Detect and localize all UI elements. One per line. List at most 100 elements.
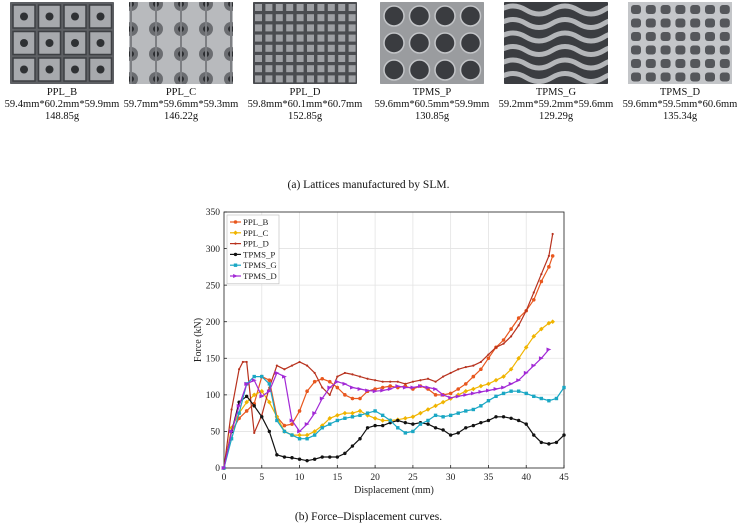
- x-tick-label: 30: [446, 473, 456, 483]
- legend-box: [226, 214, 280, 285]
- data-point-ppl-c: [486, 381, 491, 387]
- x-tick-label: 20: [370, 473, 380, 483]
- data-point-tpms-d: [470, 391, 476, 396]
- x-tick-label: 15: [333, 473, 343, 483]
- y-tick-label: 150: [206, 354, 221, 364]
- sample-mass: 130.85g: [414, 111, 450, 122]
- data-point-tpms-d: [455, 394, 461, 399]
- y-tick-label: 250: [206, 281, 221, 291]
- data-point-tpms-d: [244, 381, 250, 386]
- data-point-tpms-g: [335, 418, 340, 423]
- data-point-ppl-d: [419, 379, 422, 382]
- data-point-tpms-d: [312, 411, 318, 416]
- x-tick-label: 0: [222, 473, 227, 483]
- legend-marker: [233, 263, 238, 267]
- data-point-ppl-d: [313, 371, 316, 375]
- data-point-tpms-d: [251, 378, 257, 383]
- data-point-ppl-d: [525, 309, 528, 312]
- data-point-tpms-d: [448, 395, 454, 400]
- data-point-ppl-d: [517, 324, 520, 327]
- legend-label: TPMS_D: [243, 271, 277, 281]
- data-point-ppl-d: [404, 382, 407, 385]
- data-point-tpms-g: [433, 413, 438, 418]
- legend-marker: [233, 230, 238, 236]
- plot-frame: [223, 211, 565, 469]
- data-point-tpms-p: [305, 458, 309, 463]
- x-tick-label: 35: [484, 473, 494, 483]
- data-point-tpms-p: [464, 426, 468, 430]
- data-point-tpms-g: [252, 374, 256, 379]
- data-point-ppl-d: [487, 353, 490, 356]
- data-point-ppl-c: [335, 413, 340, 418]
- data-point-tpms-g: [456, 411, 460, 415]
- data-point-tpms-g: [388, 418, 392, 423]
- sample-mass: 152.85g: [287, 111, 323, 122]
- data-point-tpms-p: [433, 426, 438, 430]
- data-point-tpms-g: [312, 433, 317, 437]
- data-point-ppl-d: [306, 364, 309, 367]
- data-point-tpms-g: [464, 409, 468, 413]
- data-point-tpms-d: [410, 385, 416, 390]
- sample-dimensions: 59.2mm*59.2mm*59.6mm: [498, 99, 614, 110]
- data-point-tpms-d: [304, 422, 310, 427]
- legend-label: PPL_C: [243, 228, 269, 238]
- legend-label: TPMS_G: [243, 260, 277, 270]
- lattice-photo: [10, 2, 114, 84]
- data-point-tpms-g: [350, 415, 355, 419]
- data-point-tpms-p: [328, 455, 332, 459]
- sample-name: TPMS_G: [535, 87, 577, 98]
- data-point-ppl-b: [327, 379, 332, 384]
- y-tick-label: 200: [206, 318, 221, 328]
- sample-tpms-g: TPMS_G 59.2mm*59.2mm*59.6mm 129.29g: [497, 2, 615, 123]
- data-point-tpms-g: [494, 394, 498, 399]
- data-point-tpms-g: [328, 422, 332, 426]
- data-point-tpms-g: [267, 382, 272, 386]
- data-point-tpms-d: [365, 388, 370, 393]
- data-point-ppl-d: [449, 371, 452, 375]
- data-point-ppl-d: [343, 371, 346, 375]
- data-point-tpms-p: [396, 418, 400, 423]
- data-point-ppl-d: [396, 380, 399, 383]
- force-displacement-chart: 0 5 10 15 20 25 30 35 40 45 0 50 100 150 200 250 300 350 D…: [193, 208, 569, 496]
- data-point-tpms-g: [509, 389, 513, 393]
- data-point-tpms-g: [396, 426, 400, 430]
- data-point-ppl-c: [297, 432, 302, 438]
- data-point-tpms-p: [554, 440, 559, 445]
- data-point-tpms-p: [312, 457, 317, 461]
- data-point-tpms-g: [297, 437, 302, 441]
- data-point-ppl-d: [494, 346, 498, 349]
- data-point-ppl-c: [327, 415, 333, 421]
- data-point-ppl-c: [478, 383, 484, 389]
- legend-label: PPL_B: [243, 217, 269, 227]
- data-point-ppl-c: [403, 415, 408, 421]
- data-point-tpms-p: [426, 422, 430, 426]
- data-point-tpms-d: [508, 381, 514, 386]
- data-point-tpms-d: [266, 389, 272, 394]
- data-point-tpms-d: [282, 374, 287, 379]
- data-point-tpms-p: [252, 404, 256, 408]
- data-point-tpms-p: [441, 428, 445, 432]
- data-point-tpms-p: [267, 429, 272, 434]
- data-point-ppl-c: [372, 415, 378, 421]
- data-point-ppl-b: [388, 384, 393, 388]
- data-point-tpms-d: [387, 387, 393, 392]
- data-point-ppl-d: [358, 375, 362, 378]
- data-point-tpms-g: [547, 399, 551, 403]
- data-point-tpms-d: [531, 363, 537, 368]
- data-point-tpms-p: [282, 455, 287, 459]
- data-point-ppl-d: [457, 368, 460, 371]
- data-point-tpms-d: [380, 388, 386, 393]
- sample-ppl-d: PPL_D 59.8mm*60.1mm*60.7mm 152.85g: [246, 2, 364, 123]
- data-point-ppl-b: [471, 374, 476, 379]
- data-point-ppl-d: [283, 368, 286, 371]
- data-point-tpms-p: [539, 440, 544, 445]
- data-point-ppl-c: [433, 403, 438, 409]
- data-point-ppl-d: [551, 232, 554, 236]
- data-point-tpms-d: [357, 387, 363, 392]
- data-point-ppl-d: [411, 380, 414, 383]
- data-point-tpms-g: [260, 374, 264, 379]
- data-point-tpms-g: [524, 391, 528, 396]
- sample-dimensions: 59.7mm*59.6mm*59.3mm: [123, 99, 239, 110]
- data-point-tpms-g: [282, 429, 287, 434]
- data-point-ppl-c: [259, 388, 265, 394]
